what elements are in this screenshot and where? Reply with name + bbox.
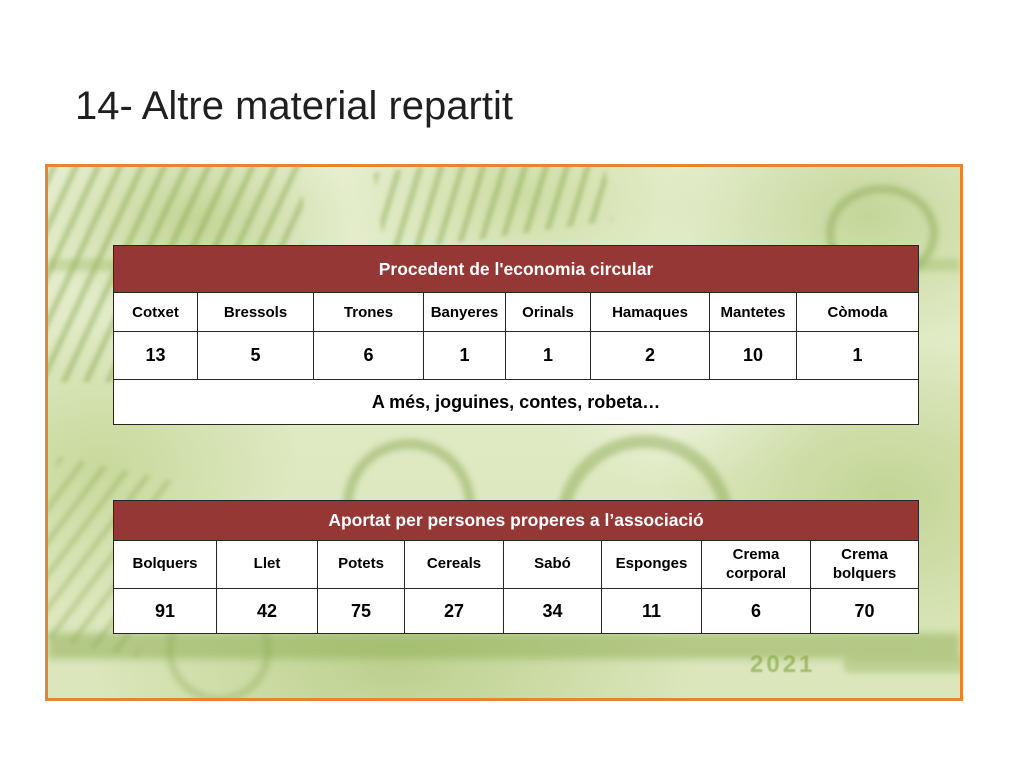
table1-col-header: Bressols: [197, 292, 314, 332]
table2-col-header: Cereals: [404, 540, 504, 589]
table2-value-cell: 75: [317, 588, 405, 634]
decorative-shape: [843, 656, 960, 673]
table1-value-cell: 13: [113, 331, 198, 380]
watermark-year: 2021: [750, 651, 816, 678]
table1-value-cell: 1: [795, 331, 920, 380]
table2-col-header: Sabó: [503, 540, 602, 589]
table1-title: Procedent de l'economia circular: [112, 245, 920, 293]
table1-value-cell: 10: [709, 331, 797, 380]
table1-value-cell: 6: [313, 331, 424, 380]
table2-col-header: Bolquers: [113, 540, 217, 589]
table-economia-circular: Procedent de l'economia circular Cotxet …: [112, 245, 920, 425]
table1-col-header: Trones: [313, 292, 424, 332]
table1-col-header: Orinals: [505, 292, 591, 332]
table2-value-cell: 34: [503, 588, 602, 634]
table1-footnote: A més, joguines, contes, robeta…: [112, 379, 920, 425]
table2-value-cell: 6: [701, 588, 811, 634]
table1-value-cell: 1: [423, 331, 506, 380]
table2-title: Aportat per persones properes a l’associ…: [112, 500, 920, 541]
table1-col-header: Hamaques: [590, 292, 710, 332]
table1-col-header: Còmoda: [795, 292, 920, 332]
table2-value-cell: 91: [113, 588, 217, 634]
decorative-shape: [373, 167, 613, 253]
table-aportat-persones: Aportat per persones properes a l’associ…: [112, 500, 920, 634]
table2-value-cell: 42: [216, 588, 318, 634]
table2-col-header: Crema corporal: [701, 540, 811, 589]
table1-value-cell: 2: [590, 331, 710, 380]
table1-col-header: Banyeres: [423, 292, 506, 332]
table2-col-header: Crema bolquers: [809, 540, 920, 589]
table1-value-cell: 1: [505, 331, 591, 380]
decorative-shape: [48, 633, 960, 659]
table1-col-header: Mantetes: [709, 292, 797, 332]
table2-col-header: Esponges: [601, 540, 702, 589]
table2-col-header: Potets: [317, 540, 405, 589]
table2-value-cell: 11: [601, 588, 702, 634]
table2-value-cell: 70: [809, 588, 920, 634]
content-image-panel: 2021 Procedent de l'economia circular Co…: [45, 164, 963, 701]
table1-value-cell: 5: [197, 331, 314, 380]
table2-value-cell: 27: [404, 588, 504, 634]
table1-col-header: Cotxet: [113, 292, 198, 332]
table2-col-header: Llet: [216, 540, 318, 589]
page-title: 14- Altre material repartit: [75, 84, 513, 128]
